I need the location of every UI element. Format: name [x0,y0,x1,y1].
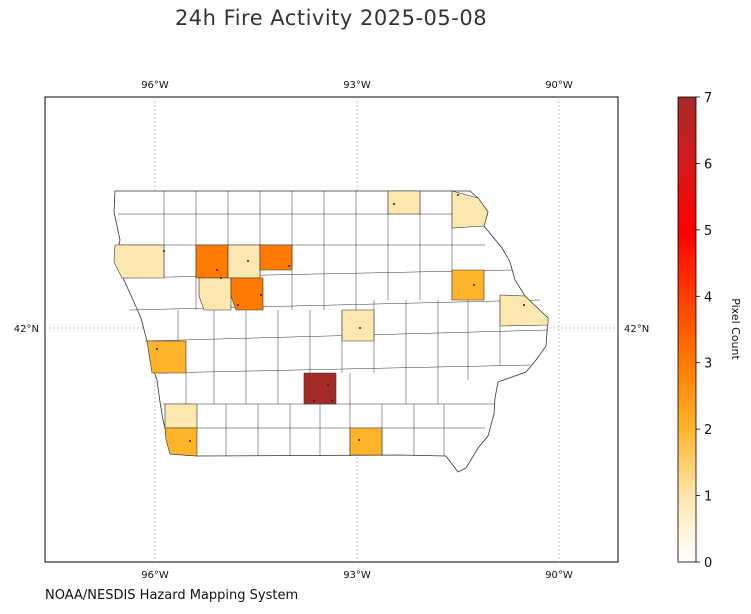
detection-point [393,203,395,205]
county-cell [146,340,187,374]
lat-tick-right: 42°N [624,324,649,335]
colorbar-tick-label: 2 [704,423,712,438]
detection-point [331,400,333,402]
detection-point [156,348,158,350]
detection-point [216,269,218,271]
detection-point [523,304,525,306]
lon-tick-bottom: 96°W [141,570,169,581]
detection-point [189,440,191,442]
detection-point [163,250,165,252]
colorbar-label: Pixel Count [729,298,742,360]
county-cell [451,190,489,229]
county-cell [259,244,293,271]
detection-point [327,384,329,386]
lon-tick-bottom: 93°W [343,570,371,581]
detection-counties [113,190,549,457]
county-cell [341,309,375,342]
colorbar-tick-label: 0 [704,556,712,571]
detection-points [156,194,525,442]
colorbar-tick-label: 5 [704,224,712,239]
colorbar-tick-label: 7 [704,91,712,106]
detection-point [288,265,290,267]
detection-point [220,277,222,279]
detection-point [247,260,249,262]
lon-ticks-bottom: 96°W 93°W 90°W [141,570,573,581]
county-cell [230,277,264,311]
colorbar-tick-label: 3 [704,357,712,372]
detection-point [358,439,360,441]
county-cell [164,403,198,429]
detection-point [457,194,459,196]
county-cell [387,190,421,215]
detection-point [359,327,361,329]
county-cell [303,372,337,405]
colorbar-ticks: 0 1 2 3 4 5 6 7 [696,91,712,571]
colorbar-tick-label: 6 [704,157,712,172]
detection-point [473,284,475,286]
lon-tick-top: 90°W [545,80,573,91]
county-cell [164,427,198,457]
county-cell [198,277,232,311]
lon-tick-top: 93°W [343,80,371,91]
county-cell [499,294,549,327]
county-cell [227,244,261,279]
detection-point [260,294,262,296]
lon-ticks-top: 96°W 93°W 90°W [141,80,573,91]
map-title: 24h Fire Activity 2025-05-08 [174,6,488,30]
lon-tick-top: 96°W [141,80,169,91]
colorbar-tick-label: 4 [704,290,712,305]
colorbar [677,96,697,563]
lat-tick-left: 42°N [14,324,39,335]
county-cell [451,269,485,301]
lon-tick-bottom: 90°W [545,570,573,581]
colorbar-tick-label: 1 [704,490,712,505]
detection-point [237,304,239,306]
county-cell [113,244,165,279]
data-credit: NOAA/NESDIS Hazard Mapping System [45,588,299,603]
county-cell [349,427,383,456]
detection-point [313,400,315,402]
county-cell [195,244,229,279]
